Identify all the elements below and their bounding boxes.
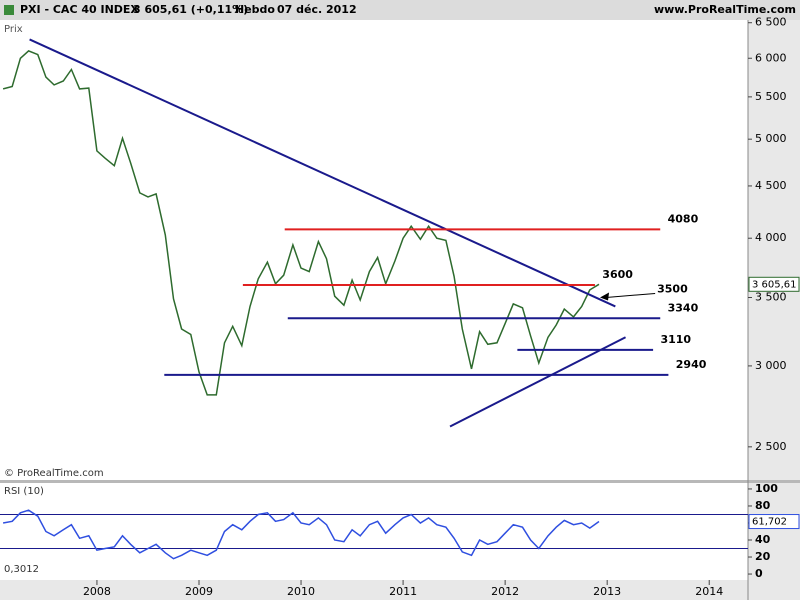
time-axis-bg — [0, 580, 748, 600]
quote: 3 605,61 (+0,11%) — [133, 3, 248, 16]
chart-icon[interactable] — [4, 5, 14, 15]
x-tick-label: 2011 — [389, 585, 417, 598]
price-line — [2, 50, 600, 396]
y-tick-label: 3 000 — [755, 359, 787, 372]
x-tick-label: 2013 — [593, 585, 621, 598]
y-tick-label: 6 500 — [755, 16, 787, 29]
y-tick-label: 20 — [755, 550, 771, 563]
x-tick-label: 2014 — [695, 585, 723, 598]
trendline — [29, 38, 616, 308]
y-tick-label: 6 000 — [755, 51, 787, 64]
arrow — [605, 292, 656, 298]
watermark: © ProRealTime.com — [4, 468, 104, 479]
y-tick-label: 80 — [755, 499, 771, 512]
y-tick-label: 2 500 — [755, 440, 787, 453]
last-value-badge — [748, 276, 800, 292]
level-label: 2940 — [676, 358, 707, 371]
y-tick-label: 5 000 — [755, 132, 787, 145]
level-label: 3600 — [602, 268, 633, 281]
rsi-line — [2, 509, 600, 560]
price-axis-bg — [748, 20, 800, 600]
y-tick-label: 4 000 — [755, 231, 787, 244]
x-tick-label: 2010 — [287, 585, 315, 598]
y-tick-label: 3 500 — [755, 290, 787, 303]
x-tick-label: 2012 — [491, 585, 519, 598]
y-tick-label: 5 500 — [755, 90, 787, 103]
y-tick-label: 100 — [755, 482, 778, 495]
site: www.ProRealTime.com — [654, 3, 796, 16]
y-tick-label: 0 — [755, 567, 763, 580]
x-tick-label: 2008 — [83, 585, 111, 598]
rsi-footer: 0,3012 — [4, 564, 39, 575]
header-bar — [0, 0, 800, 20]
level-label: 3340 — [668, 301, 699, 314]
x-tick-label: 2009 — [185, 585, 213, 598]
y-tick-label: 40 — [755, 533, 771, 546]
last-value: 3 605,61 — [752, 279, 797, 290]
panel-separator — [0, 480, 800, 483]
instrument: PXI - CAC 40 INDEX — [20, 3, 139, 16]
level-label: 3110 — [660, 333, 691, 346]
y-tick-label: 4 500 — [755, 179, 787, 192]
level-label: 4080 — [668, 212, 699, 225]
rsi-title: RSI (10) — [4, 486, 44, 497]
level-label: 3500 — [657, 282, 688, 295]
period: Hebdo — [235, 3, 275, 16]
y-label: Prix — [4, 24, 23, 35]
last-value: 61,702 — [752, 517, 787, 528]
last-value-badge — [748, 514, 800, 530]
date: 07 déc. 2012 — [277, 3, 357, 16]
trendline — [449, 336, 626, 428]
arrow-head — [600, 292, 610, 301]
